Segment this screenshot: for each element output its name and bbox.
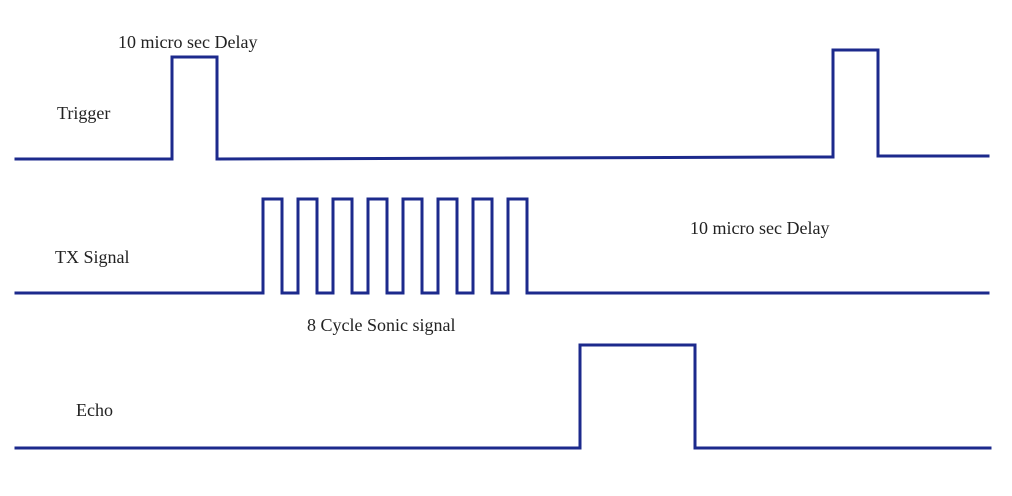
tx-signal-waveform (14, 197, 990, 295)
tx-signal-label: TX Signal (55, 247, 130, 267)
trigger-waveform (14, 48, 990, 161)
trigger-delay-annotation: 10 micro sec Delay (118, 32, 257, 52)
trigger-label: Trigger (57, 103, 110, 123)
echo-waveform (14, 343, 992, 450)
second-delay-annotation: 10 micro sec Delay (690, 218, 829, 238)
echo-label: Echo (76, 400, 113, 420)
sonic-burst-annotation: 8 Cycle Sonic signal (307, 315, 455, 335)
